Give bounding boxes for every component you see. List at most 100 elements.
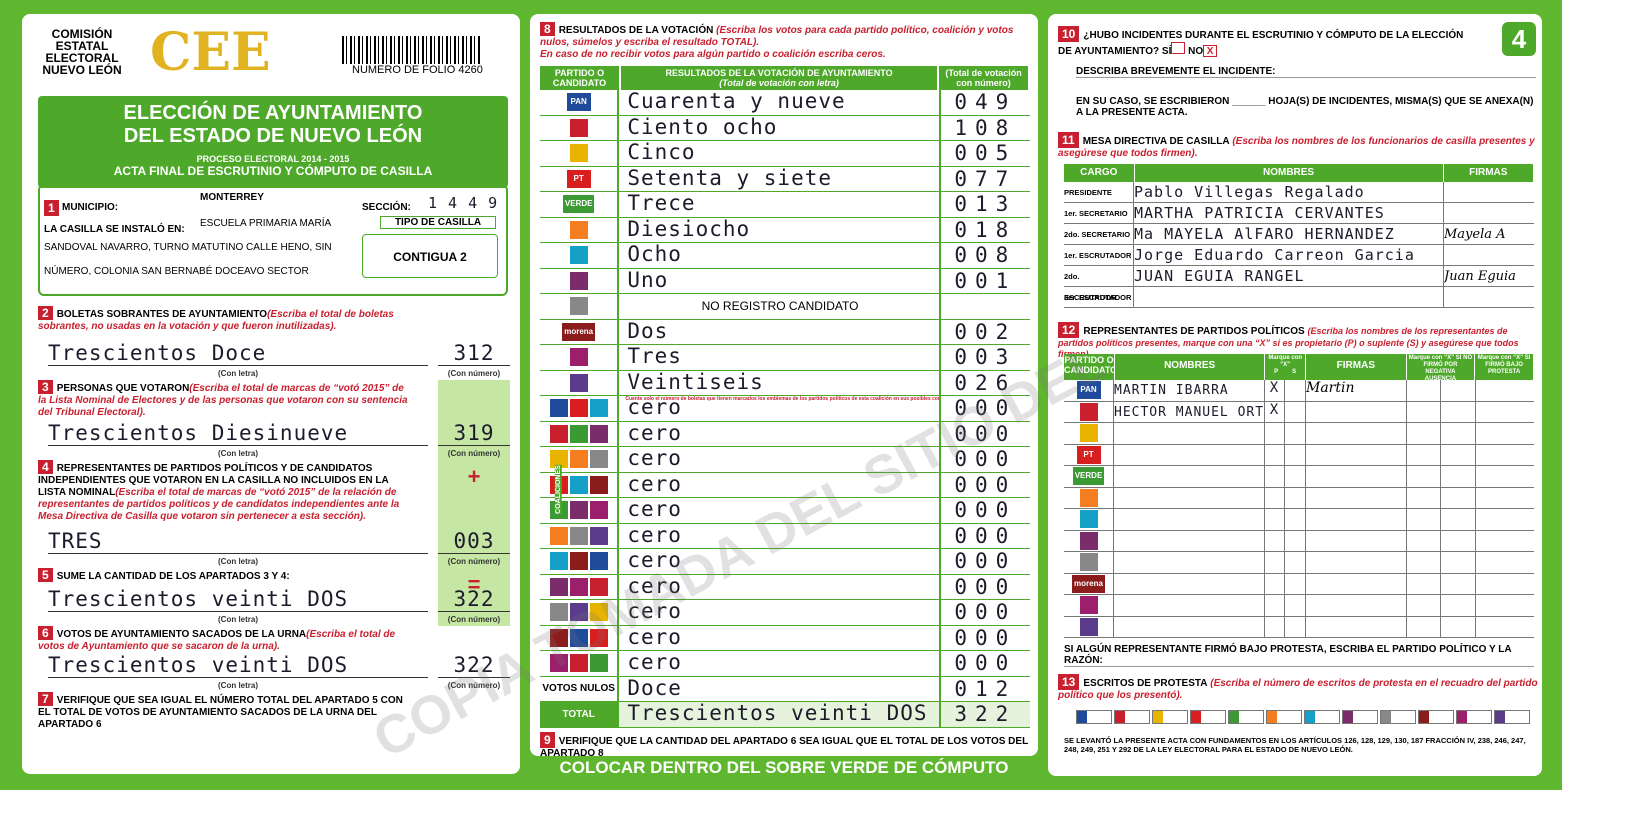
header-text: Marque con “X” SI NO FIRMÓ POR [1408, 355, 1473, 368]
act: ACTA FINAL DE ESCRUTINIO Y CÓMPUTO DE CA… [113, 164, 433, 178]
firma: Mayela A [1444, 227, 1506, 242]
p-cell [1265, 487, 1285, 508]
org-line: ESTATAL [55, 39, 109, 53]
numero: 005 [954, 141, 1017, 165]
neg-cell [1407, 401, 1441, 422]
nombre-cell: JUAN EGUIA RANGEL [1134, 266, 1444, 286]
party-cell [1064, 530, 1114, 551]
mesa-row: 3er. ESCRUTADOR [1064, 287, 1534, 308]
row-note: NO REGISTRO CANDIDATO [701, 299, 859, 313]
letra: cero [627, 396, 682, 419]
letra: Ocho [627, 243, 682, 266]
section-number: 1 [44, 200, 59, 216]
numero-cell: 000 [941, 626, 1030, 651]
party-logo [589, 654, 608, 673]
party-logo [569, 552, 588, 571]
result-row: Uno 001 [540, 268, 1030, 294]
section-number: 2 [38, 306, 53, 320]
party-logo: PAN [566, 93, 591, 112]
party-logo [589, 603, 608, 622]
numero-cell: 049 [941, 90, 1030, 115]
nombre-cell [1114, 552, 1265, 573]
party-cell [540, 574, 620, 599]
result-row: TOTAL Trescientos veinti DOS 322 [540, 702, 1030, 728]
party-logo [1115, 711, 1125, 723]
header-text: (Total de votación con número) [945, 68, 1022, 88]
result-row: Diesiocho 018 [540, 217, 1030, 243]
party-logo [1191, 711, 1201, 723]
party-cell [540, 141, 620, 166]
numero-cell: 000 [941, 498, 1030, 523]
p-cell [1265, 573, 1285, 594]
numero-cell: 008 [941, 243, 1030, 268]
protest-box [1304, 710, 1340, 724]
number-box: 312 (Con número) [438, 306, 510, 380]
mesa-row: PRESIDENTE Pablo Villegas Regalado [1064, 182, 1534, 203]
party-cell [540, 396, 620, 421]
numero: 000 [954, 651, 1017, 675]
letra-cell: cero [621, 651, 941, 676]
note: (Escriba el total de marcas de “votó 201… [38, 487, 400, 522]
party-logo [1079, 510, 1098, 529]
letra: Doce [627, 676, 682, 700]
protest-box [1342, 710, 1378, 724]
numero-cell: 000 [941, 473, 1030, 498]
protest-box [1456, 710, 1492, 724]
party-logo [549, 424, 568, 443]
numero-cell: 077 [941, 167, 1030, 192]
org-line: ELECTORAL [45, 51, 119, 65]
section: 3 PERSONAS QUE VOTARON(Escriba el total d… [38, 380, 510, 460]
firma: Martin [1306, 380, 1355, 396]
party-logo [1381, 711, 1391, 723]
con-letra: (Con letra) [218, 557, 258, 566]
nombre-cell [1114, 466, 1265, 487]
nombre: HECTOR MANUEL ORTIZ [1114, 404, 1265, 420]
letra: cero [627, 498, 682, 521]
party-logo [1079, 553, 1098, 572]
title: DEL ESTADO DE NUEVO LEÓN [123, 125, 423, 147]
s-cell [1285, 380, 1306, 401]
section-13-header: 13 ESCRITOS DE PROTESTA (Escriba el númer… [1058, 674, 1538, 701]
numero: 322 [438, 653, 510, 678]
header-cell: NOMBRES [1134, 164, 1443, 182]
party-logo [589, 475, 608, 494]
section: 4 REPRESENTANTES DE PARTIDOS POLÍTICOS Y … [38, 460, 510, 568]
result-row: VOTOS NULOS Doce 012 [540, 676, 1030, 702]
mesa-table: CARGO NOMBRES FIRMAS PRESIDENTE Pablo Villeg… [1064, 164, 1534, 308]
protest-box [1190, 710, 1226, 724]
party-logo [1229, 711, 1239, 723]
party-logo [589, 577, 608, 596]
letra-cell: cero [621, 472, 941, 497]
process: PROCESO ELECTORAL 2014 - 2015 [196, 154, 350, 164]
rep-row [1064, 552, 1534, 574]
aus-cell [1441, 380, 1476, 401]
party-cell: PT [540, 166, 620, 191]
yes-box [1171, 42, 1186, 54]
numero-cell: 018 [941, 218, 1030, 243]
firma-cell [1444, 287, 1534, 307]
section-number: 12 [1058, 322, 1080, 338]
prot-cell [1476, 552, 1534, 573]
party-logo [589, 501, 608, 520]
section-number: 4 [38, 460, 53, 474]
prot-cell [1476, 509, 1534, 530]
letra-cell: cero [621, 625, 941, 650]
prot-cell [1476, 574, 1534, 595]
party-logo [589, 628, 608, 647]
address-line: NÚMERO, COLONIA SAN BERNABÉ DOCEAVO SECT… [44, 266, 309, 277]
nombre-cell: MARTHA PATRICIA CERVANTES [1134, 203, 1444, 223]
letra: Cinco [627, 141, 696, 164]
section-title: PERSONAS QUE VOTARON [56, 383, 190, 394]
result-row: cero 000 [540, 625, 1030, 651]
rep-row [1064, 616, 1534, 638]
letra: cero [627, 472, 682, 496]
footer: COLOCAR DENTRO DEL SOBRE VERDE DE CÓMPUT… [559, 758, 1009, 777]
header-cell: Marque con “X” SI FIRMÓ BAJO PROTESTA [1475, 354, 1533, 380]
section-title: RESULTADOS DE LA VOTACIÓN [558, 25, 714, 36]
label: SECCIÓN: [362, 202, 411, 213]
party-cell [540, 345, 620, 370]
note: (Escriba el total de marcas de “votó 201… [38, 383, 408, 418]
prot-cell [1476, 595, 1534, 616]
section-header: 6 VOTOS DE AYUNTAMIENTO SACADOS DE LA URN… [38, 626, 408, 653]
party-cell [540, 600, 620, 625]
